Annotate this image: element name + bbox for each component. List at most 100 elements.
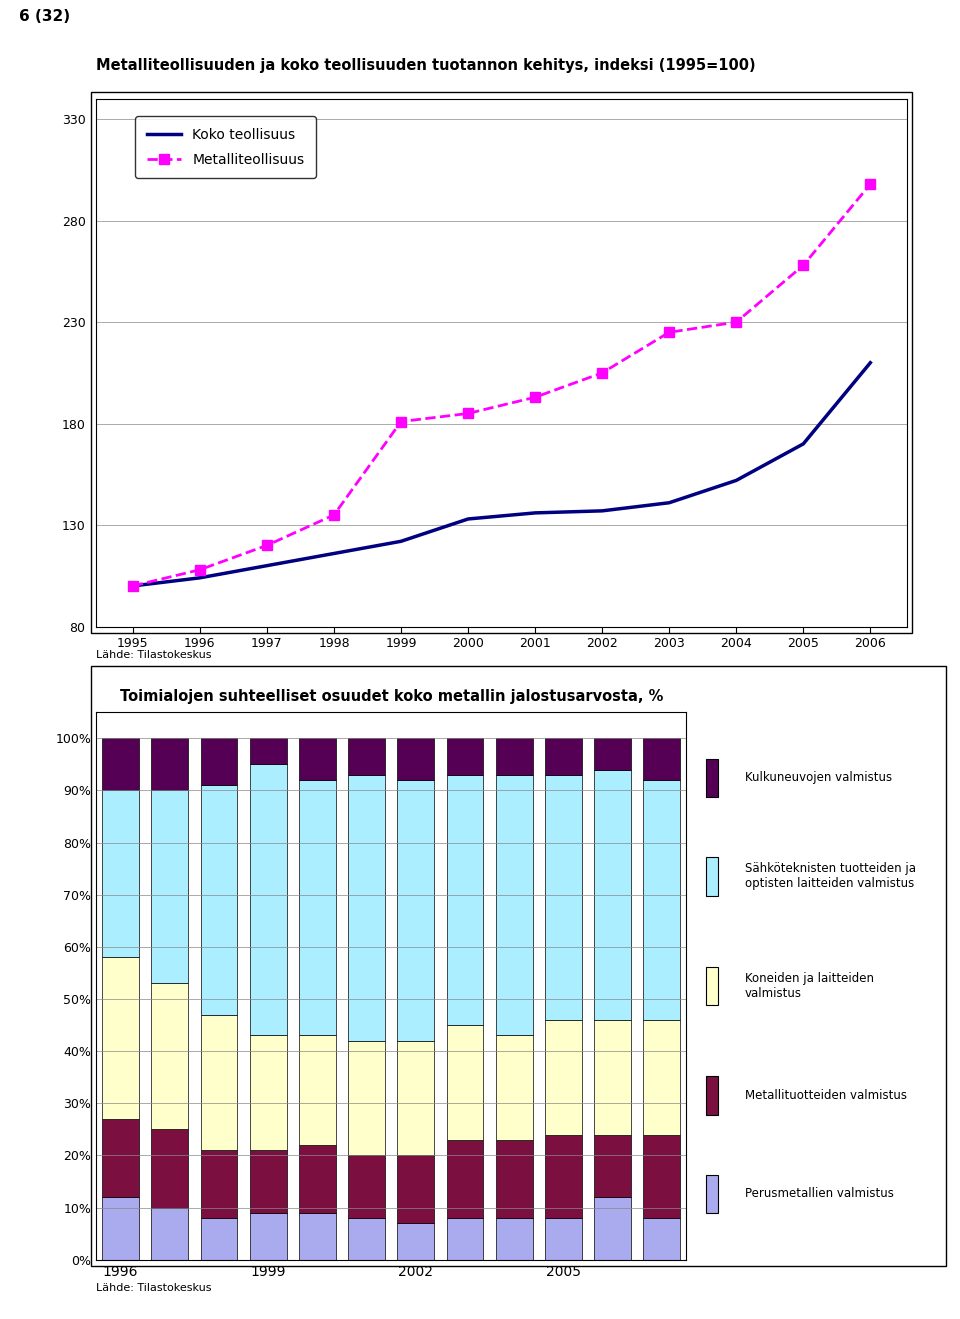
Bar bbox=[594, 1134, 631, 1198]
Bar bbox=[152, 1129, 188, 1207]
Text: Sähköteknisten tuotteiden ja
optisten laitteiden valmistus: Sähköteknisten tuotteiden ja optisten la… bbox=[745, 863, 916, 890]
FancyBboxPatch shape bbox=[706, 1175, 718, 1213]
Text: Lähde: Tilastokeskus: Lähde: Tilastokeskus bbox=[96, 1283, 211, 1294]
Koko teollisuus bbox=[663, 495, 675, 510]
Bar bbox=[201, 1217, 237, 1260]
Metalliteollisuus bbox=[798, 257, 809, 273]
FancyBboxPatch shape bbox=[706, 1076, 718, 1115]
Koko teollisuus bbox=[328, 546, 340, 562]
Bar bbox=[102, 739, 139, 790]
Text: 6 (32): 6 (32) bbox=[19, 9, 70, 24]
Bar bbox=[446, 1025, 484, 1140]
Metalliteollisuus bbox=[194, 562, 205, 578]
Bar bbox=[446, 1140, 484, 1217]
Bar bbox=[299, 1035, 336, 1145]
Bar bbox=[250, 1212, 287, 1260]
Bar bbox=[250, 1035, 287, 1150]
Line: Koko teollisuus: Koko teollisuus bbox=[132, 363, 871, 586]
Text: Metalliteollisuuden ja koko teollisuuden tuotannon kehitys, indeksi (1995=100): Metalliteollisuuden ja koko teollisuuden… bbox=[96, 58, 756, 73]
Bar bbox=[545, 739, 582, 774]
Metalliteollisuus bbox=[529, 389, 540, 405]
Bar bbox=[299, 1145, 336, 1212]
Bar bbox=[495, 1217, 533, 1260]
Bar bbox=[152, 790, 188, 984]
Koko teollisuus bbox=[865, 355, 876, 371]
Bar bbox=[102, 1119, 139, 1198]
Metalliteollisuus bbox=[396, 414, 407, 430]
Koko teollisuus bbox=[798, 437, 809, 452]
Koko teollisuus bbox=[194, 570, 205, 586]
Line: Metalliteollisuus: Metalliteollisuus bbox=[128, 179, 876, 591]
Bar bbox=[545, 1020, 582, 1134]
Bar bbox=[545, 774, 582, 1020]
Bar bbox=[201, 1150, 237, 1217]
Bar bbox=[152, 1207, 188, 1260]
Metalliteollisuus bbox=[731, 314, 742, 330]
Metalliteollisuus bbox=[328, 506, 340, 522]
Text: Kulkuneuvojen valmistus: Kulkuneuvojen valmistus bbox=[745, 772, 892, 785]
Koko teollisuus bbox=[261, 558, 273, 574]
Bar bbox=[397, 1155, 434, 1223]
Bar bbox=[495, 1140, 533, 1217]
Bar bbox=[495, 739, 533, 774]
Koko teollisuus bbox=[731, 472, 742, 488]
Bar bbox=[495, 774, 533, 1035]
Bar bbox=[348, 1041, 385, 1155]
Koko teollisuus bbox=[529, 505, 540, 521]
Text: Metallituotteiden valmistus: Metallituotteiden valmistus bbox=[745, 1089, 907, 1101]
Koko teollisuus bbox=[127, 578, 138, 594]
Bar bbox=[348, 1217, 385, 1260]
Bar bbox=[250, 739, 287, 765]
Bar bbox=[201, 739, 237, 785]
Bar bbox=[643, 780, 681, 1020]
Bar bbox=[397, 1223, 434, 1260]
Text: Perusmetallien valmistus: Perusmetallien valmistus bbox=[745, 1187, 894, 1200]
Bar bbox=[397, 739, 434, 780]
Bar bbox=[348, 1155, 385, 1217]
Bar bbox=[299, 1212, 336, 1260]
Koko teollisuus bbox=[396, 533, 407, 549]
Metalliteollisuus bbox=[463, 405, 474, 421]
Bar bbox=[152, 984, 188, 1129]
Metalliteollisuus bbox=[865, 177, 876, 193]
Text: Koneiden ja laitteiden
valmistus: Koneiden ja laitteiden valmistus bbox=[745, 972, 874, 1000]
Koko teollisuus bbox=[596, 503, 608, 518]
FancyBboxPatch shape bbox=[706, 758, 718, 797]
Bar bbox=[643, 1020, 681, 1134]
Koko teollisuus bbox=[463, 510, 474, 526]
Bar bbox=[152, 739, 188, 790]
Bar bbox=[250, 765, 287, 1035]
Metalliteollisuus bbox=[261, 537, 273, 553]
Bar bbox=[201, 785, 237, 1014]
Bar bbox=[545, 1134, 582, 1217]
Metalliteollisuus bbox=[663, 324, 675, 340]
Bar bbox=[348, 774, 385, 1041]
Bar bbox=[102, 790, 139, 958]
Bar bbox=[594, 769, 631, 1020]
FancyBboxPatch shape bbox=[706, 967, 718, 1005]
Bar bbox=[594, 1020, 631, 1134]
Bar bbox=[250, 1150, 287, 1212]
Bar bbox=[201, 1014, 237, 1150]
Text: Lähde: Tilastokeskus: Lähde: Tilastokeskus bbox=[96, 650, 211, 661]
Bar bbox=[397, 780, 434, 1041]
Metalliteollisuus bbox=[127, 578, 138, 594]
Bar bbox=[299, 739, 336, 780]
Bar bbox=[643, 739, 681, 780]
Bar bbox=[348, 739, 385, 774]
Bar bbox=[446, 1217, 484, 1260]
Metalliteollisuus bbox=[596, 365, 608, 381]
Legend: Koko teollisuus, Metalliteollisuus: Koko teollisuus, Metalliteollisuus bbox=[135, 116, 316, 178]
FancyBboxPatch shape bbox=[706, 857, 718, 896]
Bar bbox=[446, 774, 484, 1025]
Bar bbox=[643, 1134, 681, 1217]
Bar bbox=[594, 739, 631, 769]
Title: Toimialojen suhteelliset osuudet koko metallin jalostusarvosta, %: Toimialojen suhteelliset osuudet koko me… bbox=[119, 689, 663, 704]
Bar bbox=[102, 958, 139, 1119]
Bar bbox=[299, 780, 336, 1035]
Bar bbox=[495, 1035, 533, 1140]
Bar bbox=[643, 1217, 681, 1260]
Bar bbox=[446, 739, 484, 774]
Bar bbox=[594, 1198, 631, 1260]
Bar bbox=[545, 1217, 582, 1260]
